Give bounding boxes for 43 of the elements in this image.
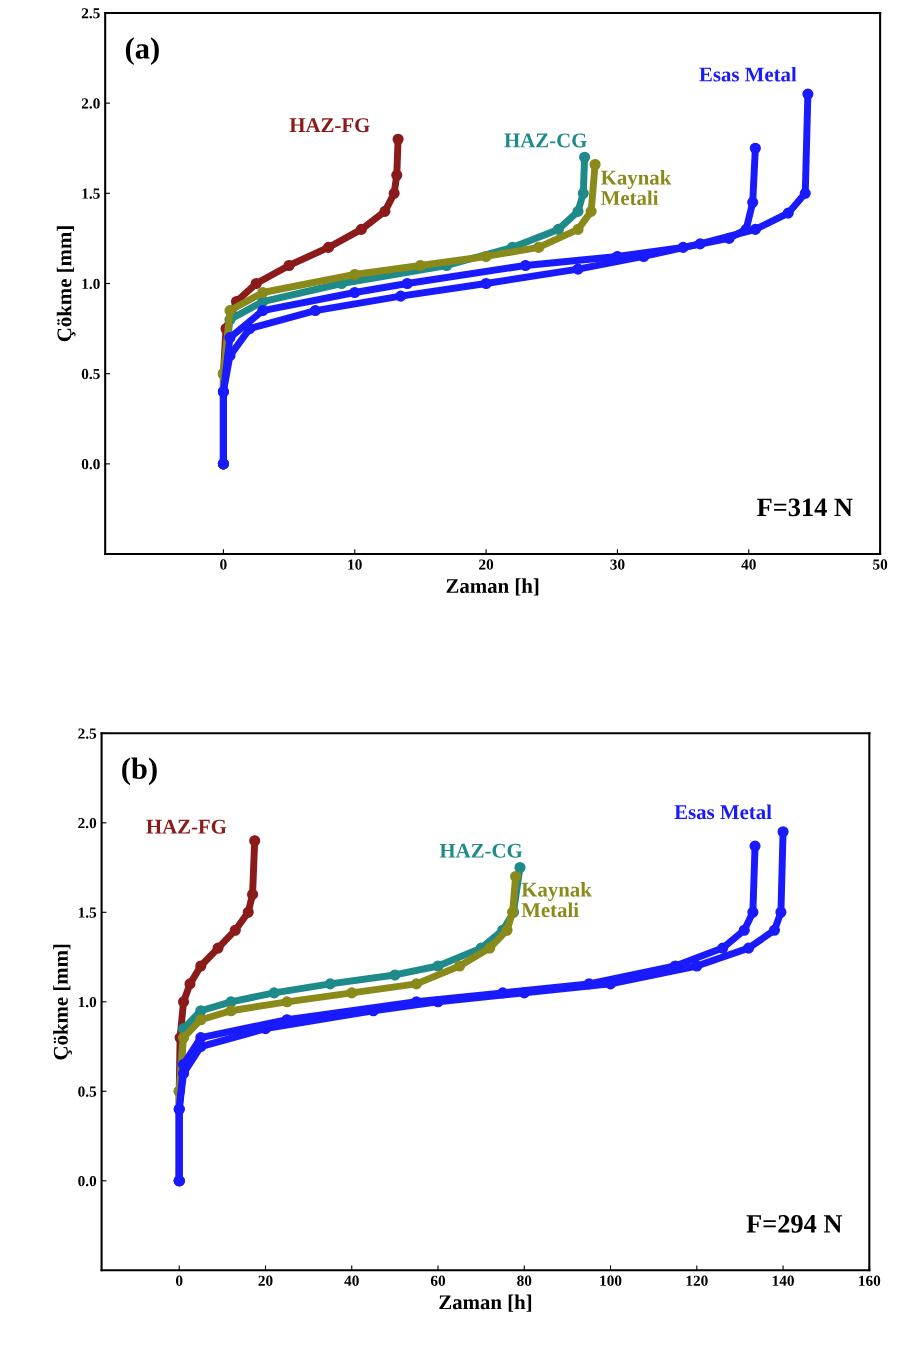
x-tick-label: 120 [686,1275,708,1286]
y-tick-label: 2.0 [78,817,97,829]
y-tick-label: 1.0 [78,996,97,1008]
y-axis-title: Çökme [mm] [53,944,72,1060]
annotation: F=314 N [757,498,853,517]
x-tick-label: 160 [859,1275,881,1286]
x-tick-label: 80 [517,1275,532,1286]
x-tick-label: 10 [348,559,362,570]
series-label: HAZ-CG [439,843,523,858]
y-tick-label: 0.0 [78,1175,97,1187]
x-tick-label: 50 [873,559,888,570]
y-tick-label: 0.5 [78,1086,97,1097]
y-tick-label: 2.5 [78,728,97,739]
y-tick-label: 0.0 [81,459,100,470]
x-tick-label: 20 [479,559,494,570]
y-tick-label: 1.0 [82,278,100,290]
annotation: (b) [122,757,157,786]
x-tick-label: 40 [741,559,756,570]
annotation: F=294 N [746,1215,843,1233]
y-tick-label: 1.5 [82,188,100,199]
x-tick-label: 60 [430,1275,446,1286]
x-tick-label: 30 [610,559,625,570]
x-tick-label: 100 [600,1275,622,1286]
x-tick-label: 40 [344,1275,359,1286]
series-label: Kaynak Metali [521,882,592,918]
y-tick-label: 2.5 [81,8,100,19]
series-label: HAZ-CG [504,133,587,148]
x-tick-label: 0 [175,1275,183,1286]
series-label: Esas Metal [674,804,772,820]
x-tick-label: 20 [258,1275,273,1286]
y-tick-label: 1.5 [78,907,97,918]
x-tick-label: 0 [220,559,227,570]
y-tick-label: 0.5 [81,368,100,380]
x-axis-title: Zaman [h] [439,1294,532,1312]
y-tick-label: 2.0 [81,98,100,109]
y-axis-title: Çökme [mm] [56,226,76,342]
series-label: Esas Metal [699,66,797,82]
series-label: Kaynak Metali [601,170,672,206]
x-tick-label: 140 [772,1275,794,1286]
series-label: HAZ-FG [146,819,227,834]
annotation: (a) [125,37,159,66]
series-label: HAZ-FG [289,118,370,133]
x-axis-title: Zaman [h] [446,578,539,596]
